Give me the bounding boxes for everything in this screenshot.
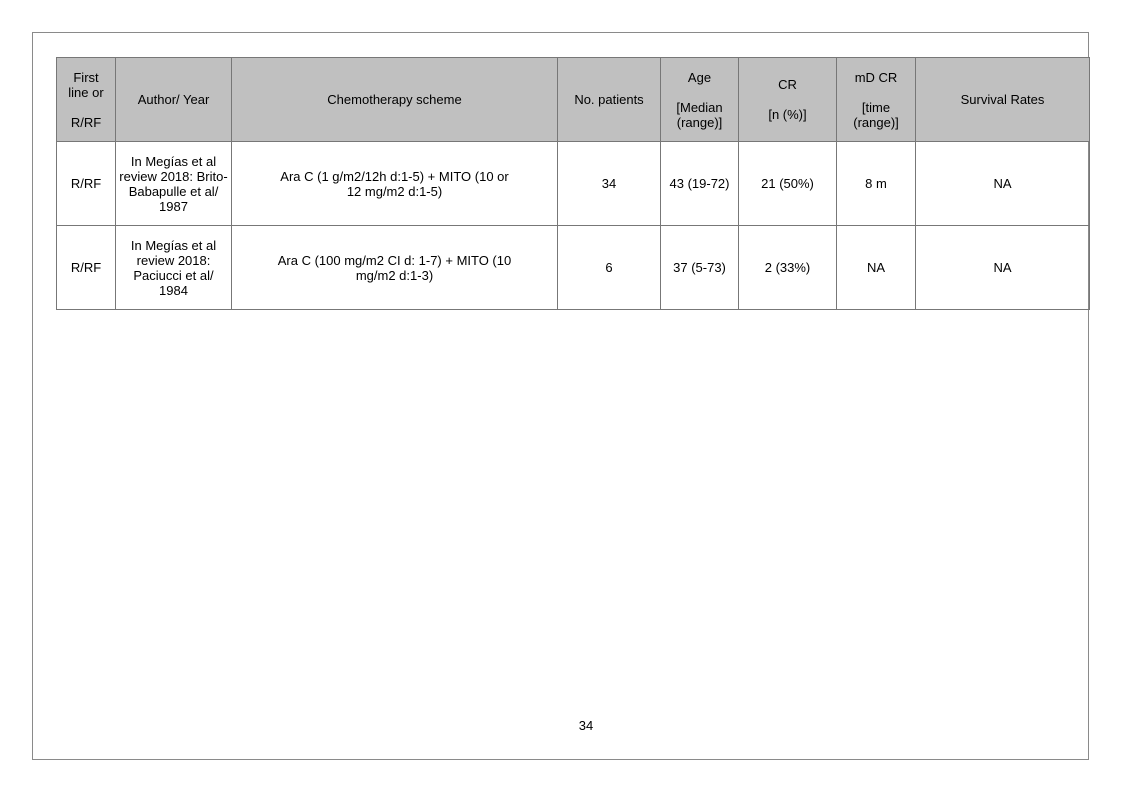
cell-patients: 6 [557, 225, 661, 310]
cell-author: In Megías et al review 2018: Paciucci et… [115, 225, 232, 310]
chemotherapy-table: First line or R/RF Author/ Year Chemothe… [56, 57, 1090, 310]
cell-md-cr: 8 m [836, 141, 916, 226]
header-row: First line or R/RF Author/ Year Chemothe… [56, 57, 1090, 142]
cell-line: R/RF [56, 141, 116, 226]
cell-survival: NA [915, 225, 1090, 310]
header-cr: CR [n (%)] [738, 57, 837, 142]
cell-cr: 2 (33%) [738, 225, 837, 310]
header-survival: Survival Rates [915, 57, 1090, 142]
cell-age: 37 (5-73) [660, 225, 739, 310]
header-author: Author/ Year [115, 57, 232, 142]
cell-line: R/RF [56, 225, 116, 310]
cell-md-cr: NA [836, 225, 916, 310]
table-row: R/RF In Megías et al review 2018: Paciuc… [56, 225, 1090, 310]
header-patients: No. patients [557, 57, 661, 142]
cell-cr: 21 (50%) [738, 141, 837, 226]
cell-survival: NA [915, 141, 1090, 226]
page-border [32, 32, 1089, 760]
header-line: First line or R/RF [56, 57, 116, 142]
cell-patients: 34 [557, 141, 661, 226]
header-md-cr: mD CR [time (range)] [836, 57, 916, 142]
cell-age: 43 (19-72) [660, 141, 739, 226]
header-age: Age [Median (range)] [660, 57, 739, 142]
cell-scheme: Ara C (100 mg/m2 CI d: 1-7) + MITO (10 m… [231, 225, 558, 310]
page-number: 34 [578, 718, 594, 733]
cell-scheme: Ara C (1 g/m2/12h d:1-5) + MITO (10 or 1… [231, 141, 558, 226]
cell-author: In Megías et al review 2018: Brito-Babap… [115, 141, 232, 226]
table-row: R/RF In Megías et al review 2018: Brito-… [56, 141, 1090, 226]
header-scheme: Chemotherapy scheme [231, 57, 558, 142]
